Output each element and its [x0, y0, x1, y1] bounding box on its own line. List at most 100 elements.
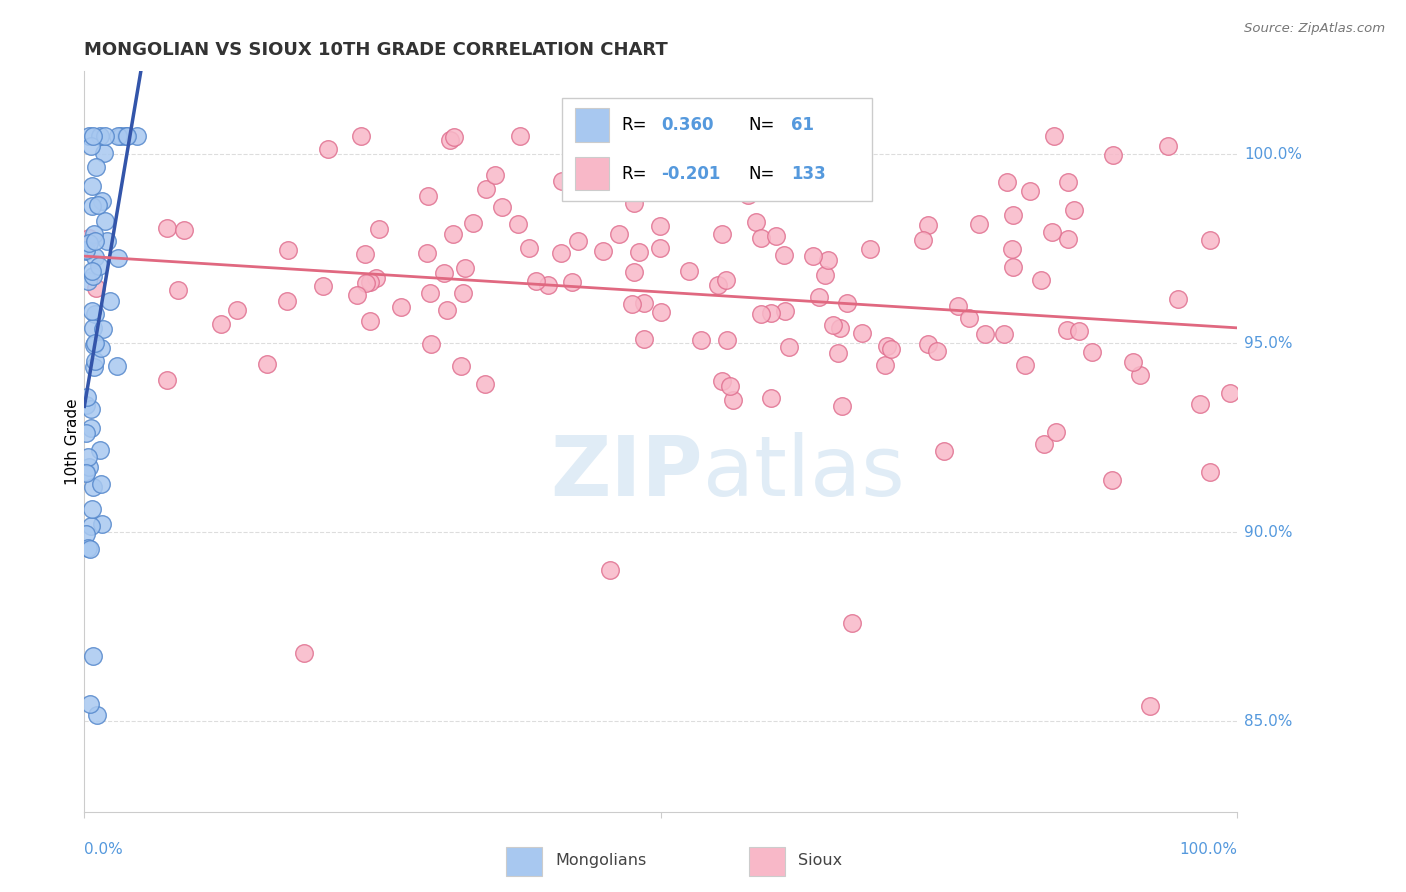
Point — [96, 235, 118, 249]
Text: N=: N= — [748, 116, 775, 135]
Point — [91, 194, 114, 209]
Point — [443, 130, 465, 145]
Point — [76, 450, 98, 464]
Point — [620, 297, 643, 311]
Point — [650, 305, 672, 319]
Point — [827, 346, 849, 360]
Point — [156, 220, 179, 235]
Point — [76, 390, 98, 404]
Point — [1219, 385, 1241, 400]
Point — [876, 339, 898, 353]
Point — [93, 128, 115, 143]
Bar — [506, 847, 541, 876]
Text: atlas: atlas — [703, 433, 904, 513]
Point — [82, 178, 104, 193]
Point — [115, 128, 138, 143]
Point — [75, 466, 97, 480]
Text: Mongolians: Mongolians — [555, 854, 647, 868]
Point — [80, 401, 103, 416]
Point — [1056, 231, 1078, 245]
Point — [84, 250, 107, 264]
Point — [859, 242, 882, 256]
Point — [75, 526, 97, 541]
Point — [82, 480, 104, 494]
Text: -0.201: -0.201 — [661, 164, 721, 183]
Point — [419, 285, 441, 300]
Point — [346, 287, 368, 301]
Point — [1189, 397, 1212, 411]
Point — [107, 128, 129, 143]
Point — [226, 302, 249, 317]
Point — [316, 142, 339, 156]
Point — [925, 343, 948, 358]
Point — [89, 260, 111, 274]
Point — [77, 235, 100, 250]
Point — [778, 340, 800, 354]
Point — [1167, 292, 1189, 306]
Point — [678, 264, 700, 278]
Point — [1101, 473, 1123, 487]
Point — [474, 377, 496, 392]
Point — [506, 217, 529, 231]
Point — [1063, 203, 1085, 218]
Point — [973, 326, 995, 341]
Point — [567, 234, 589, 248]
FancyBboxPatch shape — [562, 98, 872, 201]
Point — [350, 128, 373, 143]
Point — [75, 465, 97, 479]
Point — [524, 274, 547, 288]
Point — [1019, 184, 1042, 198]
Text: 133: 133 — [792, 164, 827, 183]
Point — [79, 541, 101, 556]
Point — [441, 227, 464, 241]
Point — [837, 295, 859, 310]
Point — [292, 646, 315, 660]
Point — [1042, 128, 1064, 143]
Point — [83, 360, 105, 375]
Point — [737, 187, 759, 202]
Y-axis label: 10th Grade: 10th Grade — [65, 398, 80, 485]
Point — [599, 563, 621, 577]
Point — [1032, 437, 1054, 451]
Point — [277, 243, 299, 257]
Point — [256, 357, 278, 371]
Text: Sioux: Sioux — [799, 854, 842, 868]
Point — [744, 215, 766, 229]
Point — [880, 342, 903, 356]
Point — [433, 266, 456, 280]
Point — [628, 244, 651, 259]
Point — [86, 708, 108, 723]
Point — [1057, 175, 1080, 189]
Bar — [575, 108, 609, 142]
Point — [550, 245, 572, 260]
Point — [368, 222, 391, 236]
Point — [1001, 242, 1024, 256]
Point — [89, 128, 111, 143]
Point — [1139, 698, 1161, 713]
Point — [79, 139, 101, 153]
Point — [831, 399, 853, 413]
Point — [167, 283, 190, 297]
Text: N=: N= — [748, 164, 775, 183]
Point — [91, 322, 114, 336]
Point — [957, 310, 980, 325]
Point — [364, 271, 387, 285]
Point — [561, 276, 583, 290]
Point — [623, 196, 645, 211]
Point — [773, 248, 796, 262]
Point — [1129, 368, 1152, 382]
Point — [79, 697, 101, 711]
Text: 100.0%: 100.0% — [1180, 842, 1237, 857]
Point — [359, 275, 381, 289]
Point — [1101, 148, 1123, 162]
Point — [749, 231, 772, 245]
Point — [82, 321, 104, 335]
Point — [450, 359, 472, 373]
Point — [851, 326, 873, 340]
Point — [917, 336, 939, 351]
Point — [77, 128, 100, 143]
Point — [648, 241, 671, 255]
Point — [75, 243, 97, 257]
Text: ZIP: ZIP — [551, 433, 703, 513]
Point — [1199, 465, 1222, 479]
